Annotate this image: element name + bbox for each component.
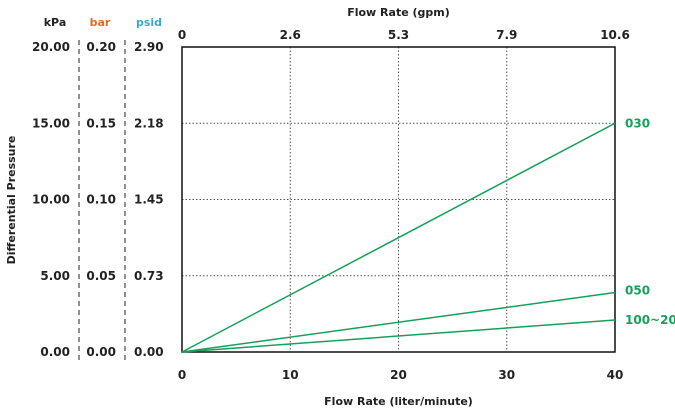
series-label: 100~200 xyxy=(625,313,675,327)
y-tick-label: 20.00 xyxy=(32,40,70,54)
y-unit-header: psid xyxy=(136,16,162,29)
x2-tick-label: 0 xyxy=(178,28,186,42)
series-line-030 xyxy=(181,122,616,353)
x2-tick-label: 7.9 xyxy=(496,28,517,42)
plot-frame xyxy=(181,46,616,353)
y-tick-label: 0.20 xyxy=(86,40,116,54)
y-axis-title: Differential Pressure xyxy=(5,136,18,265)
y-tick-label: 0.00 xyxy=(86,345,116,359)
x-tick-label: 0 xyxy=(178,368,186,382)
tick-labels: 0 2.6 5.3 7.9 10.6 0 10 20 30 40 kPa 0.00 5.00 10.00 1… xyxy=(32,16,675,382)
y-unit-header: kPa xyxy=(44,16,67,29)
y-tick-label: 0.00 xyxy=(134,345,164,359)
y-tick-label: 0.15 xyxy=(86,116,116,130)
series-line-050 xyxy=(181,291,616,353)
x-tick-label: 20 xyxy=(390,368,407,382)
y-tick-label: 5.00 xyxy=(40,269,70,283)
y-tick-label: 15.00 xyxy=(32,116,70,130)
x-tick-label: 30 xyxy=(498,368,515,382)
y-tick-label: 0.05 xyxy=(86,269,116,283)
x2-tick-label: 5.3 xyxy=(388,28,409,42)
series-lines xyxy=(181,122,616,353)
x2-axis-title: Flow Rate (gpm) xyxy=(347,6,450,19)
x-tick-label: 40 xyxy=(607,368,624,382)
y-tick-label: 0.10 xyxy=(86,193,116,207)
x2-tick-label: 10.6 xyxy=(600,28,630,42)
series-label: 030 xyxy=(625,116,650,130)
y-unit-header: bar xyxy=(90,16,111,29)
y-tick-label: 0.00 xyxy=(40,345,70,359)
y-tick-label: 1.45 xyxy=(134,193,164,207)
series-label: 050 xyxy=(625,284,650,298)
x-axis-title: Flow Rate (liter/minute) xyxy=(324,395,473,408)
y-tick-label: 0.73 xyxy=(134,269,164,283)
y-tick-label: 2.90 xyxy=(134,40,164,54)
y-tick-label: 2.18 xyxy=(134,116,164,130)
x-tick-label: 10 xyxy=(282,368,299,382)
grid-lines xyxy=(182,47,615,352)
y-tick-label: 10.00 xyxy=(32,193,70,207)
series-line-100~200 xyxy=(181,319,616,353)
x2-tick-label: 2.6 xyxy=(280,28,301,42)
